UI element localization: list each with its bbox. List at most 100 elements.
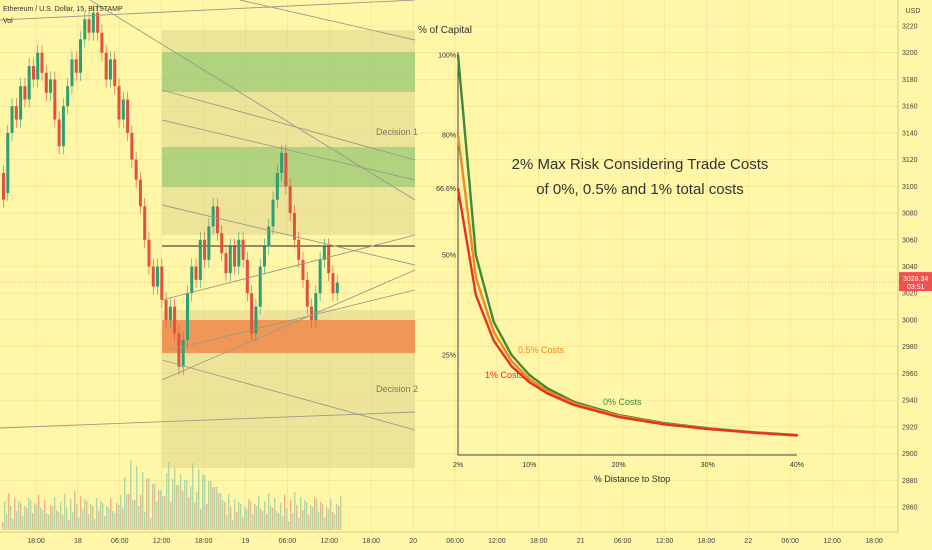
volume-label: Vol — [3, 18, 13, 25]
volume-bar — [114, 513, 116, 530]
volume-bar — [78, 517, 80, 530]
candle-body — [74, 59, 78, 73]
candle-body — [168, 306, 172, 320]
volume-bar — [206, 504, 208, 530]
series-point-2 — [572, 404, 575, 406]
candle-body — [100, 32, 104, 53]
volume-bar — [30, 500, 32, 530]
volume-bar — [88, 514, 90, 530]
volume-bar — [200, 509, 202, 530]
volume-bar — [40, 508, 42, 530]
volume-bar — [288, 521, 290, 530]
price-axis: USD 3220 3200 3180 3160 3140 3120 3100 3080 3060 3… — [897, 0, 932, 550]
time-tick-13: 21 — [577, 538, 585, 545]
candle-body — [126, 99, 130, 133]
volume-bar — [340, 496, 342, 530]
countdown-value: 03:51 — [907, 284, 925, 291]
trend-line — [89, 0, 416, 201]
candle-body — [250, 293, 254, 334]
candle-body — [87, 19, 91, 33]
candle-body — [305, 279, 309, 307]
volume-bar — [234, 499, 236, 530]
time-tick-16: 18:00 — [698, 538, 716, 545]
red-zone — [162, 320, 415, 353]
volume-bar — [136, 466, 138, 530]
trend-line — [161, 269, 416, 381]
volume-bar — [186, 480, 188, 530]
volume-bar — [70, 499, 72, 530]
y-tick-label: 66.6% — [436, 186, 456, 193]
volume-bar — [338, 506, 340, 530]
time-tick-9: 20 — [409, 538, 417, 545]
volume-bar — [54, 497, 56, 530]
time-tick-3: 12:00 — [153, 538, 171, 545]
series-point-2 — [796, 434, 798, 437]
volume-bar — [36, 505, 38, 530]
volume-bar — [168, 462, 170, 530]
volume-bar — [262, 511, 264, 530]
volume-bar — [272, 508, 274, 530]
candle-body — [267, 226, 271, 247]
time-tick-11: 12:00 — [488, 538, 506, 545]
x-tick-label: 30% — [701, 462, 715, 469]
volume-bar — [178, 485, 180, 530]
price-tick-2960: 2960 — [902, 371, 918, 378]
volume-bar — [56, 510, 58, 530]
volume-bar — [270, 506, 272, 530]
volume-bar — [74, 491, 76, 530]
volume-bar — [252, 514, 254, 530]
time-tick-7: 12:00 — [321, 538, 339, 545]
candle-body — [134, 159, 138, 180]
volume-bar — [38, 495, 40, 530]
volume-bar — [12, 519, 14, 530]
candle-body — [245, 259, 249, 294]
volume-bar — [332, 512, 334, 530]
volume-bar — [50, 505, 52, 530]
x-tick-label: 20% — [612, 462, 626, 469]
volume-bar — [316, 499, 318, 530]
decision-2-label: Decision 2 — [376, 384, 418, 394]
time-tick-19: 12:00 — [823, 538, 841, 545]
volume-bar — [208, 481, 210, 530]
price-tick-2880: 2880 — [902, 478, 918, 485]
time-tick-1: 18 — [74, 538, 82, 545]
volume-bar — [172, 479, 174, 530]
candle-body — [138, 179, 142, 207]
volume-bar — [84, 499, 86, 530]
volume-bar — [248, 499, 250, 530]
candle-body — [262, 246, 266, 267]
time-tick-18: 06:00 — [781, 538, 799, 545]
volume-bar — [298, 518, 300, 530]
candle-body — [254, 306, 258, 334]
time-tick-8: 18:00 — [362, 538, 380, 545]
candle-body — [2, 172, 5, 200]
volume-bar — [92, 506, 94, 530]
volume-bar — [166, 473, 168, 530]
volume-bar — [228, 494, 230, 530]
volume-bar — [192, 463, 194, 530]
series-point-0 — [528, 374, 531, 376]
series-point-1 — [528, 378, 531, 380]
candle-body — [228, 246, 232, 274]
price-tick-3140: 3140 — [902, 130, 918, 137]
price-tick-3120: 3120 — [902, 157, 918, 164]
volume-bar — [32, 513, 34, 530]
candle-body — [318, 259, 322, 294]
candle-body — [10, 106, 14, 133]
volume-bar — [90, 504, 92, 530]
time-tick-15: 12:00 — [656, 538, 674, 545]
volume-bar — [158, 490, 160, 530]
volume-bar — [64, 494, 66, 530]
series-point-2 — [492, 339, 495, 342]
series-point-0 — [492, 320, 495, 323]
volume-bar — [190, 486, 192, 530]
volume-bar — [24, 506, 26, 530]
series-label-1: 0.5% Costs — [518, 345, 565, 355]
candle-body — [53, 79, 57, 120]
time-tick-4: 18:00 — [195, 538, 213, 545]
symbol-title: Ethereum / U.S. Dollar, 15, BITSTAMP — [3, 6, 123, 13]
volume-bar — [130, 460, 132, 530]
series-line-2 — [456, 188, 798, 437]
candle-body — [314, 293, 318, 320]
